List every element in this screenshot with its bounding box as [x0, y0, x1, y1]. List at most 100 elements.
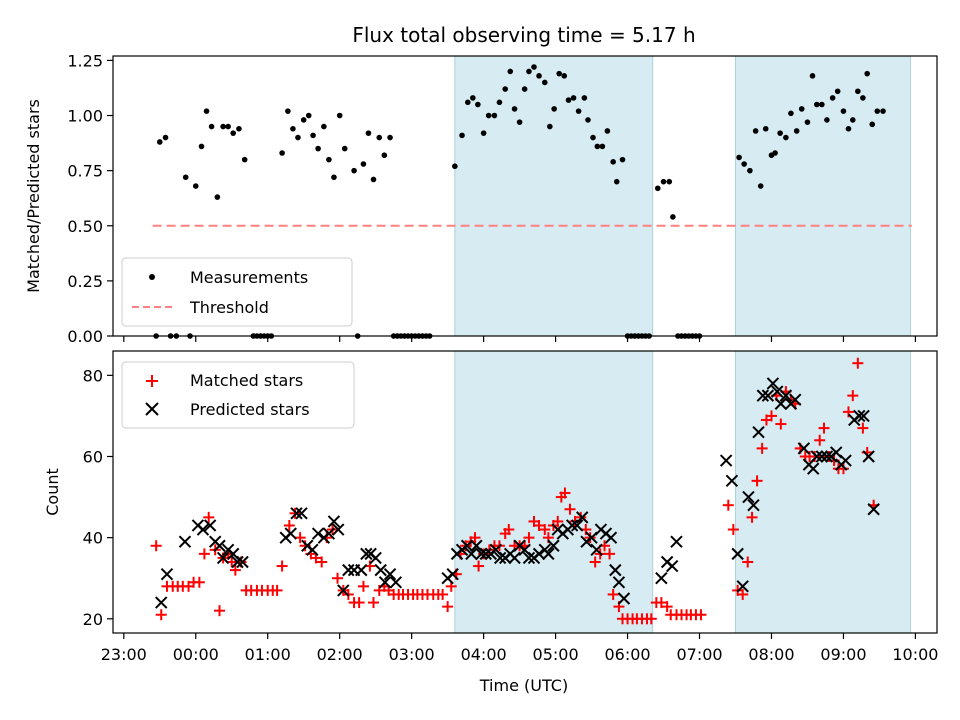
matched-star-point: [765, 410, 777, 422]
measurement-point: [203, 108, 210, 114]
measurement-point: [387, 134, 393, 141]
measurement-point: [452, 163, 458, 170]
measurement-point: [156, 139, 163, 145]
predicted-star-point: [810, 450, 824, 463]
matched-star-point: [478, 548, 490, 560]
measurement-point: [351, 167, 357, 174]
matched-star-point: [661, 601, 673, 613]
matched-star-point: [756, 442, 768, 454]
matched-star-point: [503, 524, 515, 536]
legend-label-threshold: Threshold: [189, 298, 269, 317]
predicted-star-point: [752, 425, 765, 439]
measurement-point: [198, 143, 205, 150]
matched-star-point: [737, 588, 749, 600]
measurement-point: [208, 123, 215, 130]
matched-star-point: [437, 588, 449, 600]
measurement-point: [556, 70, 562, 77]
predicted-star-point: [216, 551, 230, 565]
matched-star-point: [442, 601, 454, 613]
predicted-star-point: [609, 563, 622, 577]
matched-star-point: [722, 499, 734, 511]
legend-marker-predicted: [145, 402, 159, 416]
measurement-point: [241, 156, 248, 163]
top-y-tick-label: 0.75: [67, 162, 103, 181]
measurement-point: [736, 154, 742, 161]
measurement-point: [220, 123, 226, 130]
predicted-star-point: [655, 572, 668, 585]
matched-star-point: [695, 609, 707, 621]
predicted-star-point: [820, 450, 834, 463]
predicted-star-point: [815, 450, 829, 463]
predicted-star-point: [839, 454, 852, 467]
bottom-y-tick-label: 80: [83, 366, 103, 385]
measurement-point: [613, 178, 620, 185]
top-shaded-interval-2: [735, 55, 911, 337]
legend-marker-measurements: [149, 274, 155, 280]
matched-star-point: [294, 532, 306, 544]
bottom-axes-frame: [112, 350, 938, 634]
matched-star-point: [198, 548, 210, 560]
matched-star-point: [751, 475, 763, 487]
predicted-star-point: [460, 539, 474, 552]
matched-star-point: [814, 434, 826, 446]
measurement-point: [783, 134, 789, 141]
measurement-point: [279, 150, 285, 156]
measurement-point: [575, 108, 582, 114]
measurement-point: [526, 68, 532, 75]
predicted-star-point: [590, 543, 603, 557]
measurement-point: [285, 108, 291, 114]
measurement-point: [855, 88, 861, 95]
measurement-point: [845, 125, 852, 132]
legend-label-measurements: Measurements: [190, 268, 308, 287]
measurement-point: [381, 152, 388, 159]
predicted-star-point: [532, 547, 546, 561]
matched-star-point: [604, 548, 616, 560]
measurement-point: [752, 128, 759, 134]
x-tick-label: 07:00: [676, 645, 722, 664]
measurement-point: [376, 134, 383, 141]
predicted-star-point: [465, 547, 478, 561]
predicted-star-point: [612, 576, 626, 589]
predicted-star-point: [360, 547, 373, 561]
predicted-star-point: [378, 576, 392, 589]
top-y-tick-label: 0.00: [67, 327, 103, 346]
ratio-panel: 0.00 0.25 0.50 0.75 1.00 1.25 Matched/Predict…: [24, 51, 938, 346]
predicted-star-point: [857, 409, 870, 423]
predicted-star-point: [236, 555, 249, 569]
predicted-star-point: [446, 567, 459, 581]
measurement-point: [370, 176, 377, 183]
measurement-point: [880, 108, 886, 114]
count-panel: 20 40 60 80 23:00 00:00 01:00 02:00 03:00 04:00 0…: [43, 350, 938, 695]
measurement-point: [834, 88, 841, 95]
top-legend-box: [121, 257, 353, 327]
measurement-point: [666, 178, 673, 185]
predicted-star-point: [756, 389, 770, 402]
measurement-point: [321, 123, 327, 130]
matched-star-point: [837, 463, 849, 475]
predicted-star-point: [670, 535, 683, 548]
measurement-point: [507, 68, 514, 75]
measurement-point: [570, 95, 577, 101]
predicted-star-point: [570, 519, 584, 532]
top-y-tick-label: 0.25: [67, 272, 103, 291]
measurement-point: [547, 123, 553, 130]
top-axes-frame: [112, 55, 938, 337]
measurement-point: [585, 117, 591, 123]
predicted-star-point: [178, 535, 192, 548]
matched-star-point: [332, 572, 344, 584]
x-tick-label: 01:00: [245, 645, 291, 664]
legend-label-matched: Matched stars: [190, 371, 303, 390]
matched-star-point: [203, 511, 215, 523]
matched-star-point: [473, 560, 485, 572]
bottom-x-ticks: 23:00 00:00 01:00 02:00 03:00 04:00 05:00 06:00…: [101, 633, 938, 664]
measurement-point: [660, 178, 667, 185]
measurement-point: [757, 183, 764, 189]
predicted-star-point: [493, 551, 507, 565]
measurement-point: [464, 99, 471, 106]
x-tick-label: 06:00: [604, 645, 650, 664]
measurement-point: [798, 106, 805, 112]
predicted-star-point: [665, 559, 679, 573]
measurement-point: [860, 95, 866, 101]
top-x-ticks: [123, 336, 917, 342]
